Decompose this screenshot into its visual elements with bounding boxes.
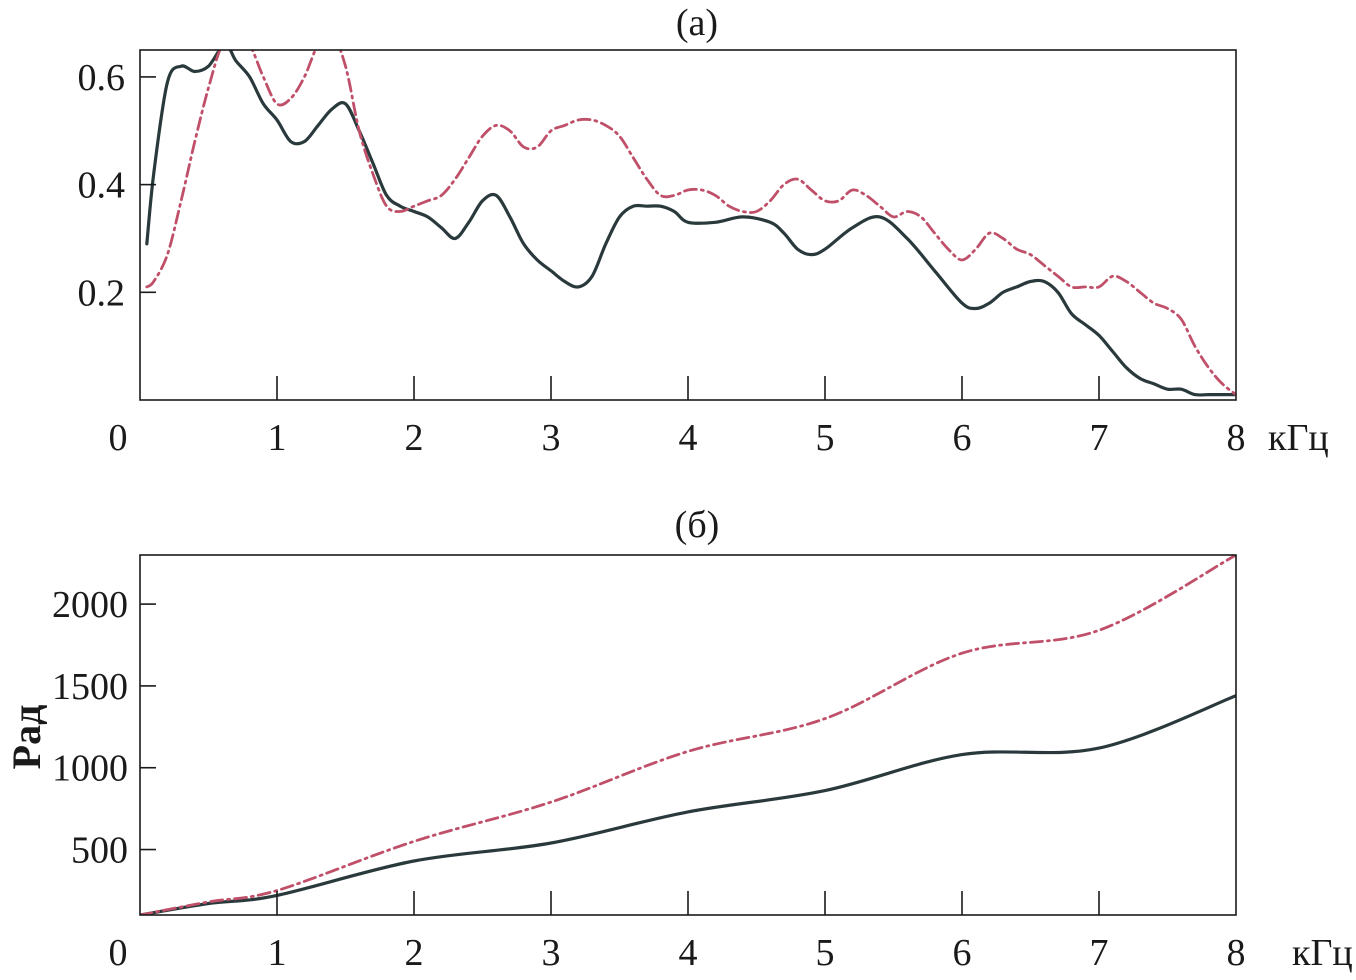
x-tick-label: 1 [268, 417, 287, 459]
x-tick-label: 3 [542, 932, 561, 974]
x-axis-unit-label: кГц [1292, 932, 1353, 974]
x-tick-label: 1 [268, 932, 287, 974]
panel-title: (а) [676, 2, 718, 44]
x-tick-label: 7 [1090, 932, 1109, 974]
series-line-dash-dot [145, 50, 1236, 396]
x-tick-label: 5 [816, 932, 835, 974]
y-axis-label: Рад [4, 705, 49, 770]
x-axis-unit-label: кГц [1268, 417, 1329, 459]
x-tick-label: 0 [109, 932, 128, 974]
x-tick-label: 3 [542, 417, 561, 459]
y-tick-label: 0.6 [78, 57, 126, 99]
series-line-dash-dot [140, 555, 1236, 915]
y-tick-label: 0.2 [78, 272, 126, 314]
x-tick-label: 4 [679, 932, 698, 974]
plot-frame [139, 554, 1237, 916]
x-tick-label: 4 [679, 417, 698, 459]
chart-panel-b: (б) 0 1 2 3 4 5 6 7 8 кГц 500 1000 1500 2000 Рад [4, 504, 1353, 974]
y-tick-label: 1500 [52, 666, 128, 708]
plot-frame [139, 49, 1237, 401]
panel-title: (б) [675, 504, 720, 546]
x-tick-label: 6 [953, 417, 972, 459]
x-tick-label: 8 [1227, 417, 1246, 459]
y-tick-label: 0.4 [78, 165, 126, 207]
chart-panel-a: (а) 0 1 2 3 4 5 6 7 8 кГц 0.2 0.4 0.6 [78, 2, 1329, 459]
x-tick-label: 8 [1227, 932, 1246, 974]
y-tick-label: 2000 [52, 584, 128, 626]
x-tick-label: 2 [405, 932, 424, 974]
series-line-solid [145, 50, 1236, 397]
y-tick-label: 1000 [52, 748, 128, 790]
series-line-solid [140, 694, 1236, 915]
x-tick-label: 2 [405, 417, 424, 459]
x-tick-label: 6 [953, 932, 972, 974]
x-tick-label: 5 [816, 417, 835, 459]
x-tick-label: 0 [109, 417, 128, 459]
y-tick-label: 500 [71, 830, 128, 872]
x-tick-label: 7 [1090, 417, 1109, 459]
